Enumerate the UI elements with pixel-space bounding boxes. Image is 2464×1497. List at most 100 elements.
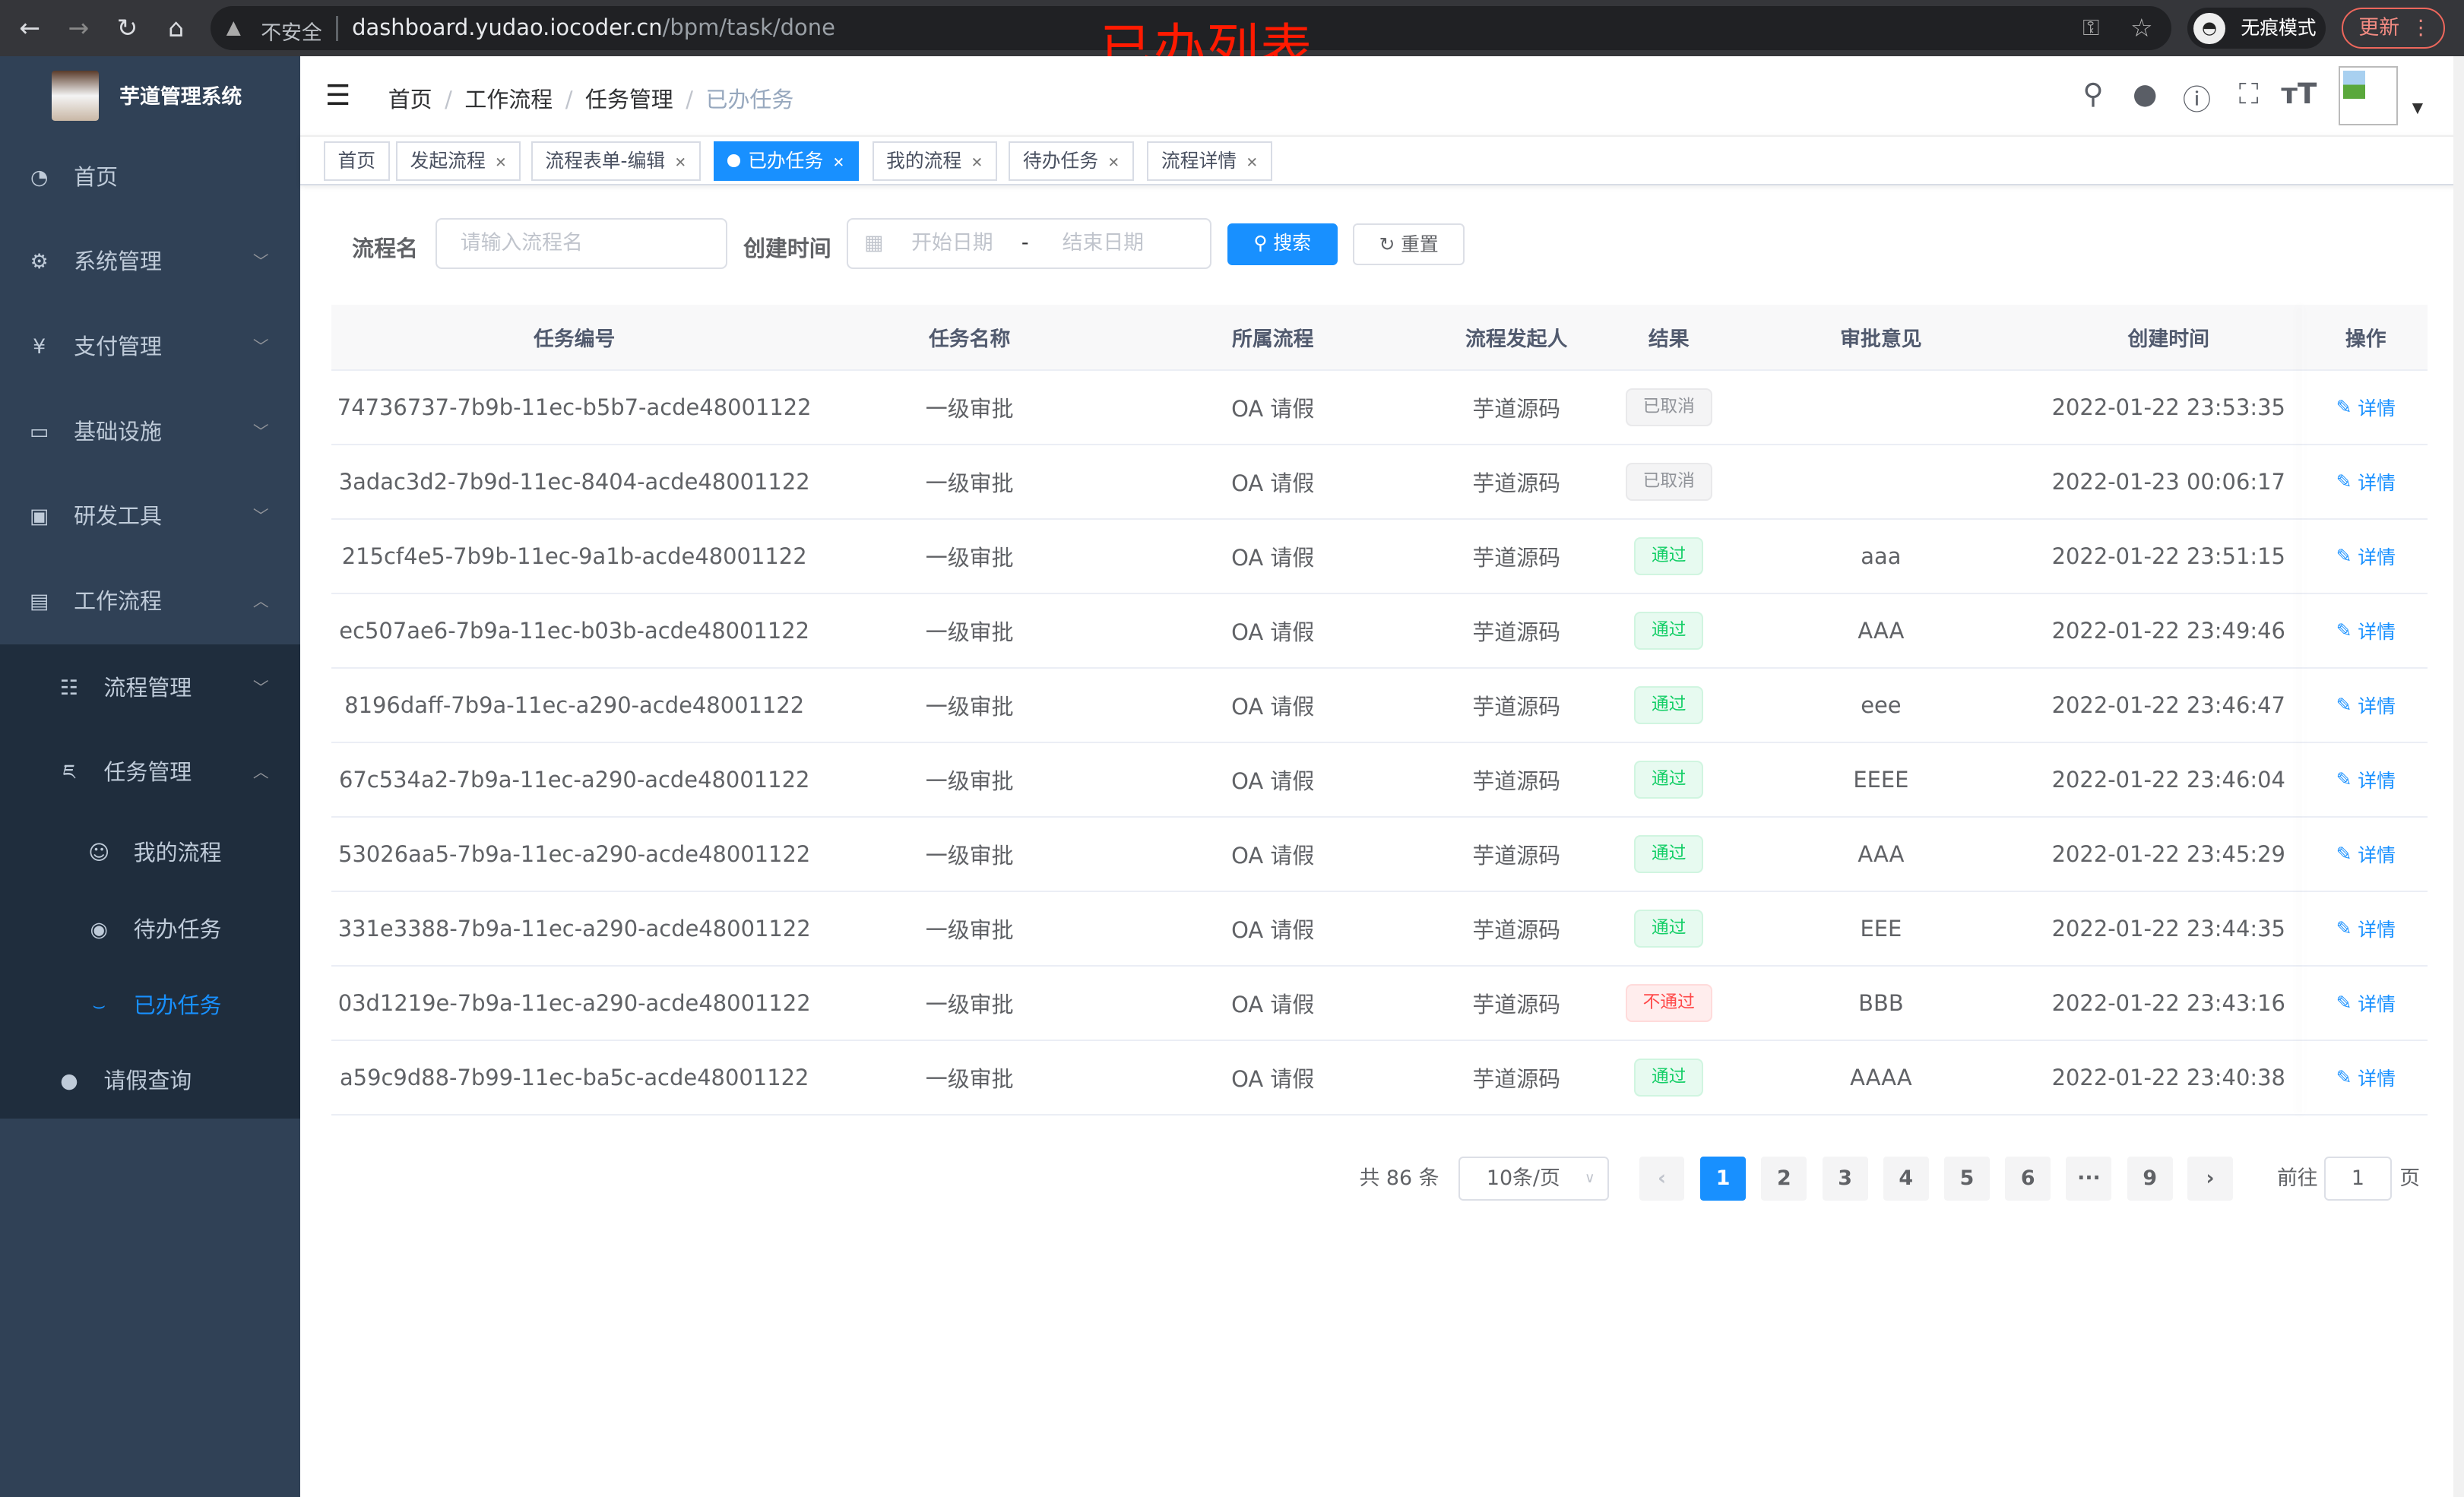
sidebar-item-1[interactable]: ⚙ 系统管理 ﹀: [0, 220, 300, 305]
tag-6[interactable]: 流程详情 ✕: [1147, 141, 1272, 181]
close-icon[interactable]: ✕: [832, 155, 845, 171]
close-icon[interactable]: ✕: [1246, 155, 1259, 171]
home-icon[interactable]: ⌂: [168, 12, 185, 43]
page-button[interactable]: 3: [1822, 1156, 1868, 1201]
range-separator: -: [1021, 231, 1029, 255]
edit-icon: ✎: [2336, 843, 2358, 866]
column-header[interactable]: 操作: [2345, 328, 2386, 352]
cell-name: 一级审批: [925, 842, 1014, 869]
caret-down-icon[interactable]: ▼: [2412, 100, 2424, 117]
sidebar-subitem-1[interactable]: ཇ 任务管理 ︿: [0, 730, 300, 815]
sidebar-subitem-task-2[interactable]: ⌣ 已办任务: [0, 968, 300, 1043]
breadcrumb-item[interactable]: 工作流程: [464, 86, 553, 112]
breadcrumb-current: 已办任务: [705, 86, 794, 112]
detail-button[interactable]: ✎ 详情: [2304, 892, 2428, 965]
process-name-input[interactable]: 请输入流程名: [435, 218, 728, 269]
cell-name: 一级审批: [925, 1065, 1014, 1092]
page-button[interactable]: ···: [2066, 1156, 2112, 1201]
close-icon[interactable]: ✕: [1107, 155, 1120, 171]
page-button[interactable]: 6: [2005, 1156, 2051, 1201]
tag-4[interactable]: 我的流程 ✕: [872, 141, 997, 181]
goto-page-input[interactable]: 1: [2323, 1156, 2392, 1201]
end-date-input[interactable]: 结束日期: [1062, 231, 1145, 255]
sidebar-subitem-task-1[interactable]: ◉ 待办任务: [0, 892, 300, 967]
sidebar-logo[interactable]: 芋道管理系统: [0, 56, 300, 135]
avatar[interactable]: [2338, 65, 2399, 126]
sidebar-item-5[interactable]: ▤ 工作流程 ︿: [0, 559, 300, 644]
cell-starter: 芋道源码: [1472, 619, 1561, 645]
page-button[interactable]: 1: [1700, 1156, 1747, 1201]
cell-comment: eee: [1861, 692, 1902, 718]
close-icon[interactable]: ✕: [971, 155, 983, 171]
update-label: 更新: [2358, 16, 2400, 40]
detail-button[interactable]: ✎ 详情: [2304, 669, 2428, 742]
result-badge: 已取消: [1625, 463, 1712, 501]
sidebar-item-0[interactable]: ◔ 首页: [0, 135, 300, 220]
detail-button[interactable]: ✎ 详情: [2304, 1041, 2428, 1114]
sidebar-subitem-0[interactable]: ☷ 流程管理 ﹀: [0, 646, 300, 731]
close-icon[interactable]: ✕: [495, 155, 507, 171]
sidebar-item-3[interactable]: ▭ 基础设施 ﹀: [0, 390, 300, 475]
sidebar-subitem-task-0[interactable]: ☺ 我的流程: [0, 815, 300, 891]
hamburger-icon[interactable]: ☰: [325, 78, 351, 112]
scrollbar[interactable]: [2453, 56, 2464, 1497]
next-page-button[interactable]: ›: [2187, 1156, 2234, 1201]
tag-2[interactable]: 流程表单-编辑 ✕: [530, 141, 701, 181]
breadcrumb-item[interactable]: 任务管理: [584, 86, 673, 112]
detail-button[interactable]: ✎ 详情: [2304, 445, 2428, 518]
key-icon[interactable]: ⚿: [2082, 14, 2100, 40]
detail-button[interactable]: ✎ 详情: [2304, 594, 2428, 667]
calendar-icon: ▦: [864, 231, 884, 255]
search-button[interactable]: ⚲ 搜索: [1227, 223, 1338, 266]
tag-1[interactable]: 发起流程 ✕: [396, 141, 521, 181]
detail-button[interactable]: ✎ 详情: [2304, 371, 2428, 444]
address-bar[interactable]: ▲ 不安全 dashboard.yudao.iocoder.cn/bpm/tas…: [211, 6, 2172, 51]
page-button[interactable]: 9: [2127, 1156, 2173, 1201]
page-button[interactable]: 4: [1883, 1156, 1929, 1201]
page-button[interactable]: 5: [1944, 1156, 1990, 1201]
detail-button[interactable]: ✎ 详情: [2304, 743, 2428, 816]
tag-5[interactable]: 待办任务 ✕: [1009, 141, 1134, 181]
sidebar-item-2[interactable]: ¥ 支付管理 ﹀: [0, 305, 300, 390]
column-header[interactable]: 审批意见: [1840, 328, 1922, 352]
prev-page-button[interactable]: ‹: [1639, 1156, 1685, 1201]
table-row: ec507ae6-7b9a-11ec-b03b-acde48001122 一级审批…: [331, 594, 2428, 669]
tag-3[interactable]: 已办任务 ✕: [713, 141, 859, 181]
sidebar-item-leave[interactable]: ● 请假查询: [0, 1039, 300, 1124]
detail-button[interactable]: ✎ 详情: [2304, 520, 2428, 593]
user-icon: ●: [60, 1068, 78, 1093]
back-icon[interactable]: ←: [19, 12, 41, 43]
sidebar-item-4[interactable]: ▣ 研发工具 ﹀: [0, 474, 300, 559]
forward-icon[interactable]: →: [68, 12, 90, 43]
breadcrumb-item[interactable]: 首页: [388, 86, 432, 112]
tag-0[interactable]: 首页: [323, 141, 390, 181]
sidebar-item-label: 系统管理: [74, 248, 162, 275]
github-icon[interactable]: ●: [2133, 77, 2158, 111]
detail-button[interactable]: ✎ 详情: [2304, 967, 2428, 1040]
fullscreen-icon[interactable]: ⛶: [2238, 77, 2259, 111]
update-button[interactable]: 更新 ⋮: [2341, 8, 2446, 49]
page-size-select[interactable]: 10条/页 ∨: [1458, 1156, 1610, 1201]
close-icon[interactable]: ✕: [674, 155, 687, 171]
column-header[interactable]: 任务编号: [533, 328, 616, 352]
start-date-input[interactable]: 开始日期: [911, 231, 993, 255]
date-range-picker[interactable]: ▦ 开始日期 - 结束日期: [847, 218, 1212, 269]
incognito-badge[interactable]: ◓ 无痕模式: [2187, 8, 2326, 49]
detail-button[interactable]: ✎ 详情: [2304, 818, 2428, 891]
chevron-down-icon: ﹀: [252, 422, 269, 441]
column-header[interactable]: 所属流程: [1232, 328, 1314, 352]
search-icon[interactable]: ⚲: [2082, 77, 2104, 111]
reset-button[interactable]: ↻ 重置: [1353, 223, 1465, 266]
column-header[interactable]: 任务名称: [928, 328, 1011, 352]
column-header[interactable]: 创建时间: [2127, 328, 2209, 352]
reload-icon[interactable]: ↻: [116, 12, 138, 43]
help-icon[interactable]: ⓘ: [2182, 83, 2212, 117]
page-button[interactable]: 2: [1761, 1156, 1807, 1201]
column-header[interactable]: 流程发起人: [1465, 328, 1568, 352]
column-header[interactable]: 结果: [1648, 328, 1690, 352]
font-size-icon[interactable]: тT: [2281, 77, 2317, 111]
url[interactable]: dashboard.yudao.iocoder.cn/bpm/task/done: [352, 14, 835, 40]
cell-id: 67c534a2-7b9a-11ec-a290-acde48001122: [338, 766, 810, 793]
cell-time: 2022-01-22 23:53:35: [2051, 394, 2285, 420]
star-icon[interactable]: ☆: [2130, 12, 2153, 43]
